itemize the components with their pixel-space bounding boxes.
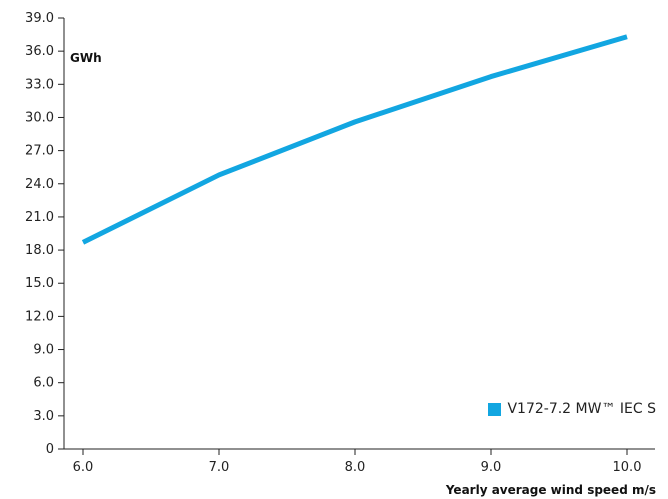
y-tick-label: 30.0	[25, 110, 54, 125]
y-tick-label: 3.0	[33, 409, 54, 424]
legend: V172-7.2 MW™ IEC S	[488, 401, 656, 417]
legend-swatch	[488, 402, 502, 416]
y-axis: 0 3.0 6.0 9.0 12.0 15.0 18.0 21.0 24.0 27.0 30.0 33…	[25, 11, 65, 457]
y-tick-label: 18.0	[25, 243, 54, 258]
y-tick-label: 24.0	[25, 177, 54, 192]
y-tick-label: 21.0	[25, 210, 54, 225]
series-line	[81, 34, 628, 245]
y-tick-label: 0	[46, 442, 54, 457]
x-tick-label: 7.0	[209, 460, 230, 475]
y-tick-label: 9.0	[33, 343, 54, 358]
x-tick-label: 10.0	[613, 460, 642, 475]
y-tick-label: 36.0	[25, 44, 54, 59]
x-tick-label: 9.0	[481, 460, 502, 475]
y-tick-label: 12.0	[25, 309, 54, 324]
x-axis: 6.0 7.0 8.0 9.0 10.0	[64, 448, 655, 475]
y-tick-label: 39.0	[25, 11, 54, 26]
y-tick-label: 33.0	[25, 77, 54, 92]
legend-label: V172-7.2 MW™ IEC S	[507, 401, 656, 417]
y-tick-label: 27.0	[25, 144, 54, 159]
y-tick-label: 15.0	[25, 276, 54, 291]
y-axis-unit-label: GWh	[70, 51, 102, 65]
x-tick-label: 8.0	[345, 460, 366, 475]
series-group	[81, 34, 628, 245]
x-axis-title: Yearly average wind speed m/s	[445, 483, 656, 497]
y-tick-label: 6.0	[33, 376, 54, 391]
x-tick-label: 6.0	[73, 460, 94, 475]
